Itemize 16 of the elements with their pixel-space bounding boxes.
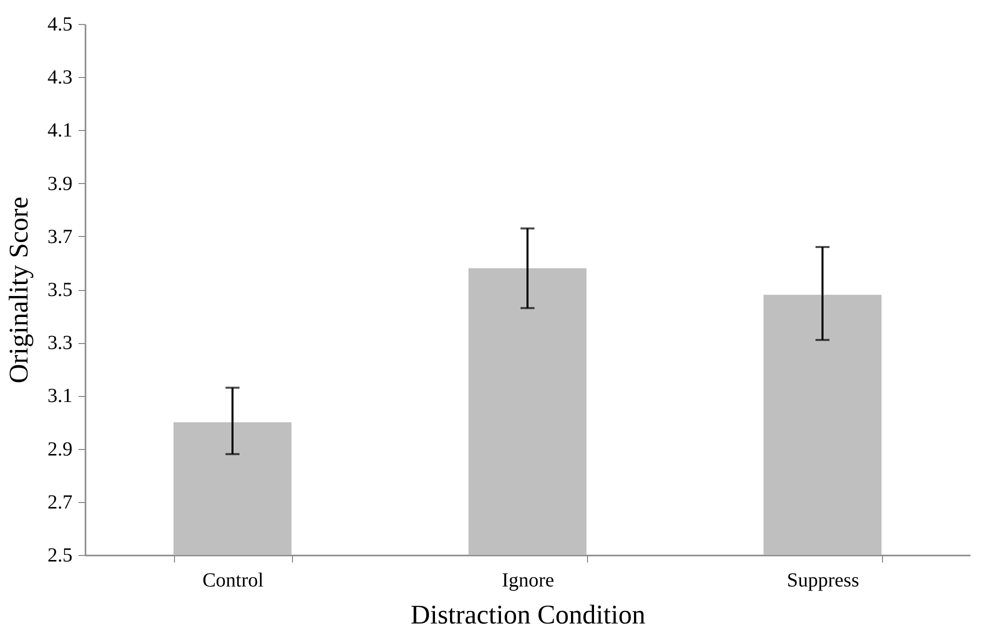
y-tick-label: 3.9 [48, 172, 72, 195]
x-axis-title: Distraction Condition [410, 600, 646, 630]
y-tick-label: 4.1 [48, 120, 72, 142]
y-axis-title: Originality Score [4, 196, 34, 384]
y-tick-label: 2.5 [48, 544, 72, 566]
x-tick-label: Control [202, 570, 264, 592]
y-tick-label: 3.1 [48, 385, 72, 408]
y-tick-label: 2.9 [48, 438, 72, 460]
y-tick-label: 3.3 [48, 332, 72, 354]
y-tick-label: 2.7 [48, 491, 72, 514]
x-tick-label: Ignore [502, 570, 554, 592]
y-tick-label: 4.5 [48, 14, 72, 36]
y-tick-label: 3.5 [48, 279, 72, 301]
x-tick-label: Suppress [786, 570, 860, 592]
y-tick-label: 4.3 [48, 66, 72, 89]
y-tick-label: 3.7 [48, 226, 72, 248]
